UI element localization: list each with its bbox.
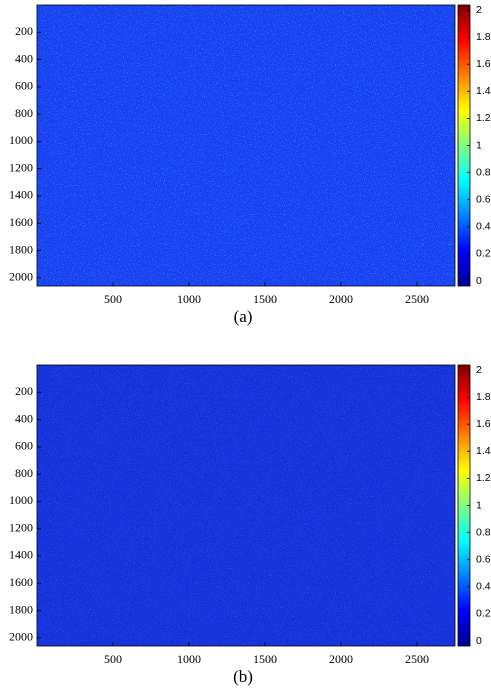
colorbar-tick-label: 1.6	[476, 418, 491, 430]
colorbar-tick-label: 0.4	[476, 221, 491, 233]
colorbar-tick-label: 0.6	[476, 553, 491, 565]
y-tick-label: 1200	[9, 160, 33, 174]
caption: (a)	[234, 307, 253, 326]
colorbar-tick-label: 0.4	[476, 581, 491, 593]
colorbar-tick-label: 0	[476, 635, 482, 647]
figure: 5001000150020002500200400600800100012001…	[0, 0, 491, 694]
x-tick-label: 2500	[405, 292, 429, 306]
x-tick-label: 1500	[253, 292, 277, 306]
heatmap-texture	[37, 365, 455, 646]
colorbar-tick-label: 0.6	[476, 193, 491, 205]
colorbar-tick-label: 1.8	[476, 31, 491, 43]
colorbar-tick-label: 0.8	[476, 166, 491, 178]
x-tick-label: 1500	[253, 652, 277, 666]
y-tick-label: 800	[15, 466, 33, 480]
colorbar-tick-label: 1.6	[476, 58, 491, 70]
y-tick-label: 1000	[9, 133, 33, 147]
x-tick-label: 500	[104, 292, 122, 306]
colorbar-tick-label: 1.2	[476, 472, 491, 484]
y-tick-label: 2000	[9, 270, 33, 284]
colorbar-tick-label: 1	[476, 139, 482, 151]
x-tick-label: 2000	[329, 652, 353, 666]
colorbar-tick-label: 2	[476, 4, 482, 16]
y-tick-label: 1000	[9, 493, 33, 507]
y-tick-label: 1200	[9, 520, 33, 534]
y-tick-label: 600	[15, 79, 33, 93]
y-tick-label: 1400	[9, 188, 33, 202]
colorbar-tick-label: 1.8	[476, 391, 491, 403]
x-tick-label: 2500	[405, 652, 429, 666]
colorbar-tick-label: 1.2	[476, 112, 491, 124]
caption: (b)	[233, 667, 253, 686]
colorbar-tick-label: 0.2	[476, 248, 491, 260]
colorbar-tick-label: 1.4	[476, 85, 491, 97]
x-tick-label: 500	[104, 652, 122, 666]
heatmap-texture	[37, 5, 455, 286]
y-tick-label: 2000	[9, 630, 33, 644]
colorbar-tick-label: 0	[476, 275, 482, 287]
colorbar-tick-label: 1	[476, 499, 482, 511]
y-tick-label: 400	[15, 411, 33, 425]
y-tick-label: 800	[15, 106, 33, 120]
colorbar-tick-label: 0.2	[476, 608, 491, 620]
x-tick-label: 1000	[177, 652, 201, 666]
y-tick-label: 200	[15, 24, 33, 38]
y-tick-label: 600	[15, 439, 33, 453]
y-tick-label: 1400	[9, 548, 33, 562]
y-tick-label: 1800	[9, 242, 33, 256]
y-tick-label: 200	[15, 384, 33, 398]
x-tick-label: 2000	[329, 292, 353, 306]
y-tick-label: 1800	[9, 602, 33, 616]
y-tick-label: 400	[15, 51, 33, 65]
colorbar-tick-label: 1.4	[476, 445, 491, 457]
colorbar-tick-label: 2	[476, 364, 482, 376]
y-tick-label: 1600	[9, 575, 33, 589]
colorbar-tick-label: 0.8	[476, 526, 491, 538]
y-tick-label: 1600	[9, 215, 33, 229]
x-tick-label: 1000	[177, 292, 201, 306]
